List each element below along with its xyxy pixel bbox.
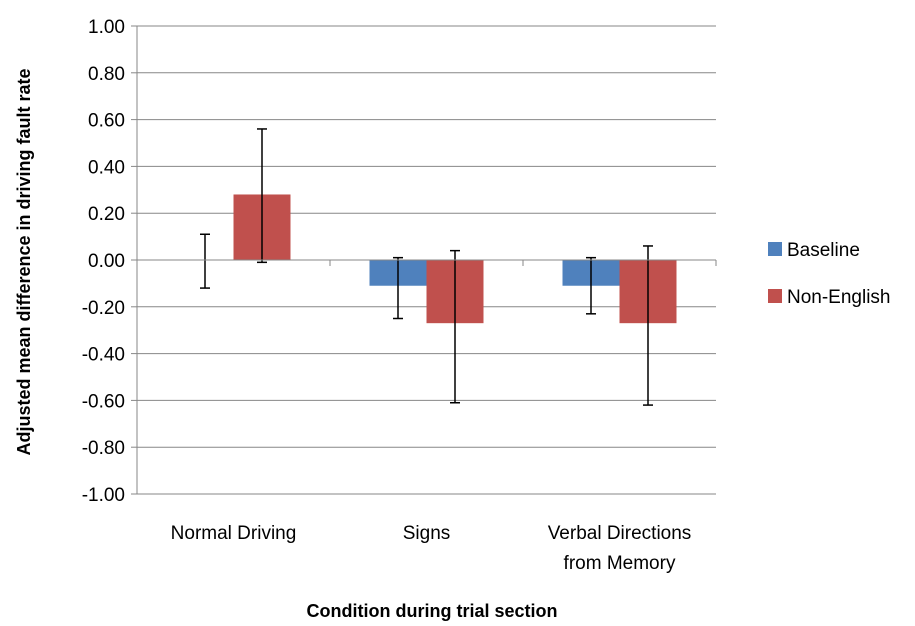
y-axis-title: Adjusted mean difference in driving faul… xyxy=(14,68,34,455)
y-tick-label: -0.80 xyxy=(82,438,125,459)
category-label: Verbal Directions xyxy=(548,523,692,544)
category-label: Normal Driving xyxy=(171,523,297,544)
category-label: from Memory xyxy=(564,553,676,574)
legend-item: Non-English xyxy=(768,287,891,308)
error-bar xyxy=(200,233,210,289)
legend-item: Baseline xyxy=(768,240,860,261)
y-tick-label: 0.00 xyxy=(88,251,125,272)
legend-swatch xyxy=(768,289,782,303)
legend-swatch xyxy=(768,242,782,256)
error-bars xyxy=(200,128,653,406)
axes xyxy=(131,25,717,495)
y-tick-label: 0.80 xyxy=(88,64,125,85)
error-bar xyxy=(257,128,267,264)
y-tick-label: -0.60 xyxy=(82,391,125,412)
error-bar xyxy=(450,249,460,404)
category-labels: Normal Driving Signs Verbal Directions from… xyxy=(171,523,692,574)
y-tick-label: 1.00 xyxy=(88,17,125,38)
error-bar xyxy=(586,256,596,315)
error-bar xyxy=(643,245,653,406)
y-tick-label: 0.40 xyxy=(88,157,125,178)
legend-label: Baseline xyxy=(787,240,860,261)
x-axis-title: Condition during trial section xyxy=(307,601,558,621)
y-tick-label: -0.40 xyxy=(82,345,125,366)
category-label: Signs xyxy=(403,523,451,544)
error-bar xyxy=(393,256,403,320)
y-tick-label: -0.20 xyxy=(82,298,125,319)
y-tick-label: 0.60 xyxy=(88,111,125,132)
legend: Baseline Non-English xyxy=(768,240,891,308)
legend-label: Non-English xyxy=(787,287,891,308)
y-tick-label: 0.20 xyxy=(88,204,125,225)
y-tick-labels: 1.00 0.80 0.60 0.40 0.20 0.00 -0.20 -0.40 -0.60 -… xyxy=(82,17,125,506)
y-tick-label: -1.00 xyxy=(82,485,125,506)
